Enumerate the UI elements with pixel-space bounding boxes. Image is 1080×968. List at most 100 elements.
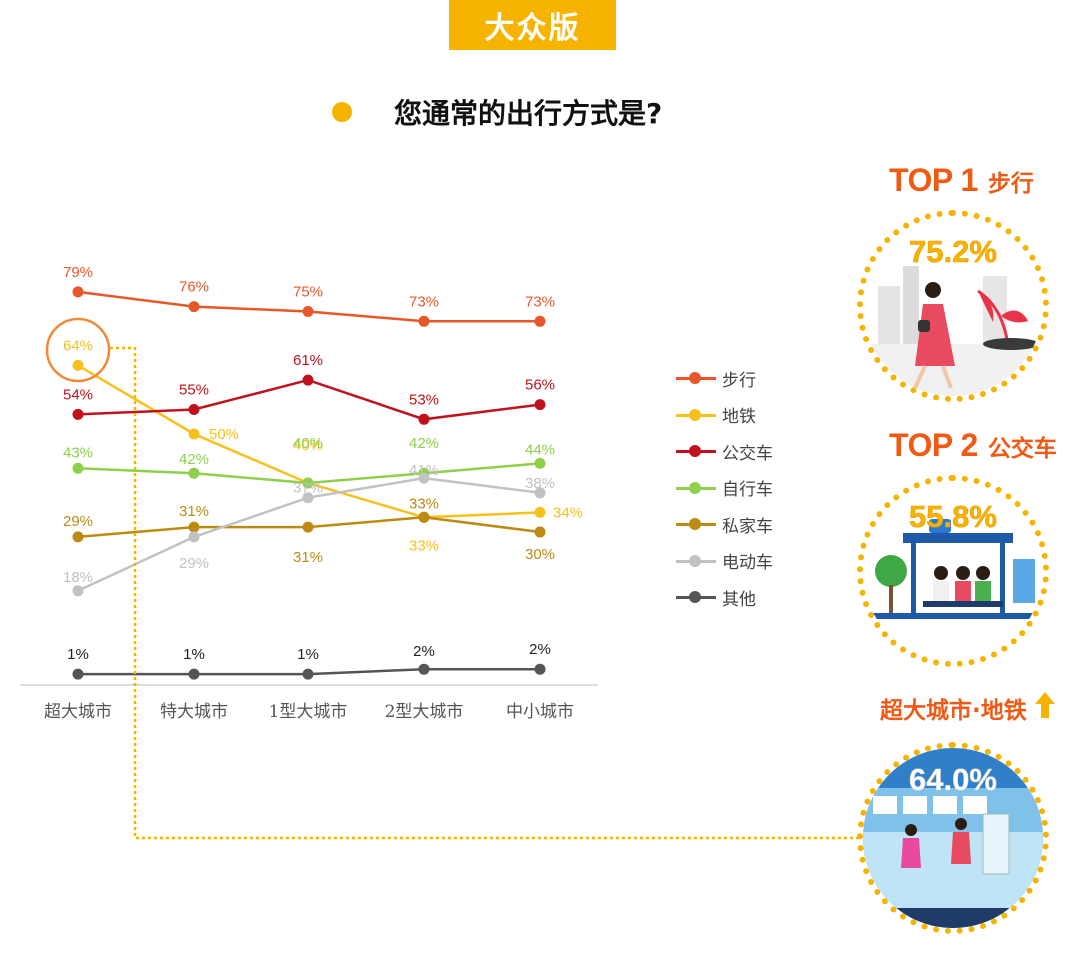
data-label: 73% [409,293,439,310]
top1-value: 75.2% [909,234,998,270]
data-label: 50% [209,426,239,443]
data-point [534,506,546,518]
legend-item: 私家车 [676,506,773,543]
data-point [418,413,430,425]
question-text: 您通常的出行方式是? [394,97,663,130]
legend-swatch [676,517,716,531]
metro-label: 超大城市·地铁 [880,698,1027,724]
data-point [302,492,314,504]
legend-item: 自行车 [676,470,773,507]
data-point [534,399,546,411]
legend-item: 公交车 [676,433,773,470]
data-point [72,668,84,680]
data-point [72,585,84,597]
data-label: 61% [293,352,323,369]
legend-item: 步行 [676,360,773,397]
data-label: 29% [179,555,209,572]
data-point [72,462,84,474]
data-label: 31% [293,549,323,566]
data-label: 2% [529,641,551,658]
top1-rank: TOP 1 [889,162,978,198]
legend-label: 其他 [722,589,756,610]
data-label: 44% [525,441,555,458]
legend-swatch [676,444,716,458]
data-label: 1% [183,646,205,663]
walking-woman-illustration [863,266,1043,396]
data-point [302,668,314,680]
legend-label: 地铁 [722,407,756,428]
data-label: 1% [67,646,89,663]
data-label: 42% [179,451,209,468]
top1-heading: TOP 1 步行 [889,162,1034,199]
data-point [188,531,200,543]
data-point [188,301,200,313]
data-label: 1% [297,646,319,663]
highlight-connector [110,346,862,840]
top1-label: 步行 [987,171,1034,197]
top2-value: 55.8% [909,499,998,535]
data-label: 29% [63,513,93,530]
data-label: 56% [525,377,555,394]
data-label: 73% [525,293,555,310]
metro-value: 64.0% [909,762,998,798]
data-point [302,306,314,317]
x-tick-label: 1型大城市 [269,702,348,722]
legend-swatch [676,481,716,495]
data-point [534,526,546,538]
legend-label: 公交车 [722,443,773,464]
data-point [418,663,430,675]
legend-swatch [676,408,716,422]
x-tick-label: 2型大城市 [385,702,464,722]
legend-swatch [676,371,716,385]
data-point [534,663,546,675]
up-arrow-icon [1033,690,1057,726]
data-label: 18% [63,569,93,586]
data-label: 76% [179,279,209,296]
data-point [418,511,430,523]
highlight-ring [45,317,111,383]
metro-station-illustration [863,748,1043,928]
chart-legend: 步行地铁公交车自行车私家车电动车其他 [676,360,773,616]
legend-swatch [676,590,716,604]
data-point [72,286,84,298]
data-label: 38% [525,475,555,492]
data-label: 55% [179,382,209,399]
legend-label: 步行 [722,370,756,391]
data-point [72,531,84,543]
top2-heading: TOP 2 公交车 [889,427,1057,464]
data-label: 43% [63,444,93,461]
data-point [188,467,200,479]
data-label: 33% [409,495,439,512]
top2-rank: TOP 2 [889,427,978,463]
legend-label: 自行车 [722,480,773,501]
data-label: 42% [409,435,439,452]
series-line-3 [77,378,541,421]
data-point [418,472,430,484]
data-point [418,315,430,327]
data-label: 53% [409,391,439,408]
top2-circle: 55.8% [857,475,1049,667]
data-point [72,359,84,371]
data-label: 54% [63,386,93,403]
data-label: 33% [409,537,439,554]
legend-label: 电动车 [722,553,773,574]
data-point [188,404,200,415]
data-point [302,374,314,386]
top2-label: 公交车 [987,436,1057,462]
data-label: 40% [293,435,323,452]
survey-question: 您通常的出行方式是? [332,92,662,132]
legend-label: 私家车 [722,516,773,537]
data-point [302,477,314,489]
data-label: 79% [63,264,93,281]
data-point [534,315,546,327]
data-point [534,457,546,469]
data-label: 34% [553,504,583,521]
data-label: 37% [293,480,323,497]
metro-heading: 超大城市·地铁 [880,690,1057,726]
data-label: 64% [63,337,93,354]
bullet-dot-icon [332,102,352,122]
data-label: 41% [409,462,439,479]
legend-swatch [676,554,716,568]
x-tick-label: 中小城市 [506,702,574,722]
